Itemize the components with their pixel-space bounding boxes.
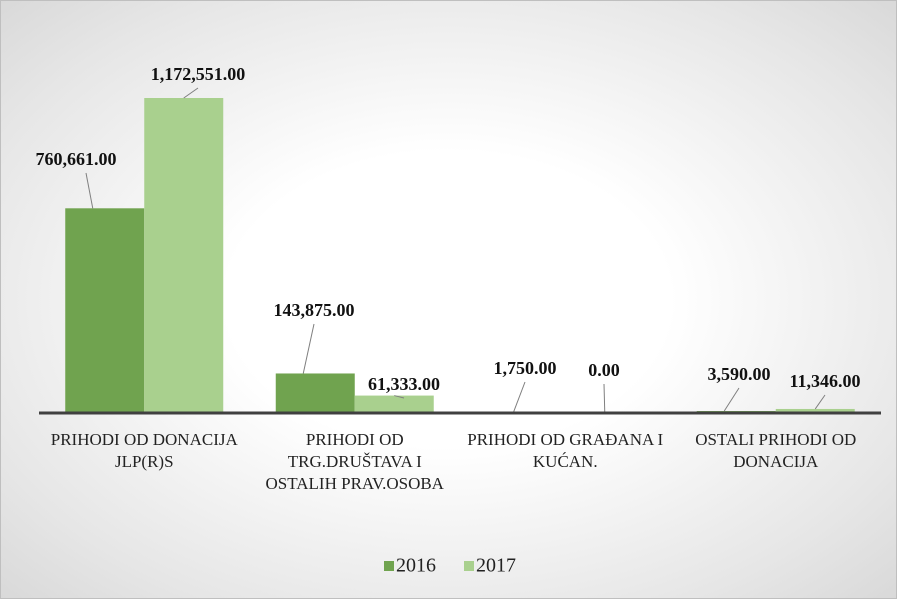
leader-line: [183, 87, 199, 99]
leader-line: [85, 172, 94, 209]
bar: [144, 98, 224, 412]
data-label: 760,661.00: [36, 149, 117, 169]
leader-line: [394, 395, 405, 399]
bar: [354, 395, 434, 412]
legend-swatch: [464, 561, 474, 571]
bar: [275, 373, 355, 412]
x-tick-label: PRIHODI OD TRG.DRUŠTAVA I OSTALIH PRAV.O…: [265, 430, 444, 493]
x-tick-label: PRIHODI OD DONACIJA JLP(R)S: [50, 430, 238, 471]
x-tick-label: OSTALI PRIHODI OD DONACIJA: [695, 430, 857, 471]
data-label: 3,590.00: [708, 364, 771, 384]
leader-line: [814, 394, 826, 410]
x-tick-label: PRIHODI OD GRAĐANA I KUĆAN.: [467, 430, 664, 471]
leader-line: [302, 323, 315, 374]
data-label: 11,346.00: [789, 371, 860, 391]
data-label: 1,172,551.00: [151, 64, 246, 84]
data-label: 0.00: [588, 360, 620, 380]
data-label: 1,750.00: [494, 358, 557, 378]
data-label: 143,875.00: [274, 300, 355, 320]
data-label: 61,333.00: [368, 374, 440, 394]
legend-swatch: [384, 561, 394, 571]
bar: [775, 408, 855, 412]
legend-label: 2016: [396, 555, 436, 577]
bar: [65, 208, 145, 412]
legend-label: 2017: [476, 555, 516, 577]
leader-line: [603, 383, 606, 413]
leader-line: [723, 387, 740, 412]
leader-line: [513, 381, 526, 412]
